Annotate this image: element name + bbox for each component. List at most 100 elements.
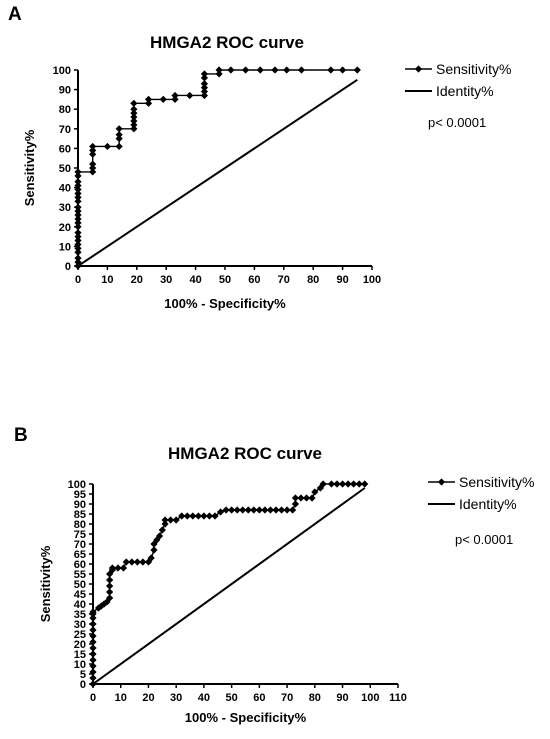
x-tick-label: 40 [189, 274, 201, 286]
sensitivity-point [255, 506, 263, 514]
y-tick-label: 40 [74, 599, 86, 611]
sensitivity-point [200, 512, 208, 520]
sensitivity-point [319, 480, 327, 488]
x-axis-label: 100% - Specificity% [164, 296, 286, 311]
y-tick-label: 100 [53, 65, 71, 77]
sensitivity-point [194, 512, 202, 520]
sensitivity-point [161, 520, 169, 528]
sensitivity-point [291, 494, 300, 502]
y-tick-label: 60 [59, 143, 71, 155]
sensitivity-point [74, 197, 82, 205]
sensitivity-point [211, 512, 219, 520]
sensitivity-point [74, 244, 82, 252]
y-tick-label: 90 [74, 499, 86, 511]
sensitivity-point [122, 558, 130, 566]
x-tick-label: 40 [198, 692, 210, 704]
sensitivity-point [239, 506, 247, 514]
legend-sensitivity-marker [414, 65, 423, 73]
sensitivity-point [327, 480, 336, 488]
y-tick-label: 0 [65, 261, 71, 273]
sensitivity-point [74, 229, 82, 237]
p-value-annotation: p< 0.0001 [455, 532, 513, 547]
sensitivity-point [74, 215, 82, 223]
sensitivity-point [159, 95, 167, 103]
sensitivity-point [205, 512, 214, 520]
chart-title: HMGA2 ROC curve [168, 444, 322, 463]
sensitivity-point [108, 564, 117, 572]
sensitivity-point [158, 526, 166, 534]
sensitivity-point [144, 95, 153, 103]
sensitivity-point [261, 506, 269, 514]
y-tick-label: 35 [74, 609, 86, 621]
x-tick-label: 100 [361, 692, 379, 704]
sensitivity-point [89, 146, 97, 154]
sensitivity-point [200, 74, 209, 82]
identity-line [77, 78, 358, 267]
sensitivity-point [311, 488, 319, 496]
sensitivity-point [256, 66, 264, 74]
sensitivity-point [89, 662, 97, 670]
sensitivity-point [74, 219, 82, 227]
x-tick-label: 50 [226, 692, 238, 704]
sensitivity-point [89, 150, 97, 158]
sensitivity-point [74, 211, 82, 219]
x-tick-label: 70 [281, 692, 293, 704]
sensitivity-point [128, 558, 136, 566]
sensitivity-point [74, 178, 82, 186]
sensitivity-point [338, 480, 347, 488]
sensitivity-point [283, 66, 291, 74]
sensitivity-point [228, 506, 236, 514]
x-tick-label: 60 [253, 692, 265, 704]
x-tick-label: 100 [363, 274, 381, 286]
sensitivity-point [171, 95, 179, 103]
sensitivity-point [333, 480, 341, 488]
sensitivity-point [130, 113, 138, 121]
sensitivity-point [266, 506, 275, 514]
x-tick-label: 10 [115, 692, 127, 704]
x-tick-label: 110 [389, 692, 407, 704]
x-tick-label: 70 [278, 274, 290, 286]
sensitivity-point [200, 84, 209, 92]
sensitivity-point [89, 668, 97, 676]
sensitivity-point [89, 656, 97, 664]
sensitivity-point [200, 70, 209, 78]
y-tick-label: 55 [74, 569, 86, 581]
panel-label-a: A [8, 4, 22, 25]
sensitivity-point [89, 644, 97, 652]
y-tick-label: 10 [59, 241, 71, 253]
sensitivity-point [222, 506, 230, 514]
sensitivity-point [74, 185, 82, 194]
sensitivity-point [241, 66, 250, 74]
identity-line [92, 487, 366, 685]
x-tick-label: 90 [336, 274, 348, 286]
sensitivity-point [130, 105, 138, 113]
sensitivity-point [215, 70, 223, 78]
sensitivity-point [183, 512, 191, 520]
y-tick-label: 90 [59, 85, 71, 97]
sensitivity-point [74, 233, 82, 241]
sensitivity-point [89, 626, 97, 634]
sensitivity-point [302, 494, 311, 502]
sensitivity-point [277, 506, 286, 514]
y-tick-label: 40 [59, 183, 71, 195]
x-tick-label: 20 [142, 692, 154, 704]
y-tick-label: 50 [59, 163, 71, 175]
sensitivity-point [89, 638, 97, 646]
chart-title: HMGA2 ROC curve [150, 33, 304, 52]
sensitivity-point [327, 66, 335, 74]
sensitivity-point [115, 131, 123, 139]
y-tick-label: 70 [74, 539, 86, 551]
y-tick-label: 30 [74, 619, 86, 631]
sensitivity-point [94, 604, 103, 612]
y-tick-label: 30 [59, 202, 71, 214]
y-tick-label: 95 [74, 489, 86, 501]
sensitivity-point [167, 516, 175, 524]
sensitivity-point [344, 480, 352, 488]
y-tick-label: 85 [74, 509, 86, 521]
sensitivity-point [271, 66, 279, 74]
y-tick-label: 5 [80, 669, 86, 681]
x-tick-label: 90 [336, 692, 348, 704]
sensitivity-point [353, 66, 361, 74]
sensitivity-point [74, 223, 82, 231]
y-tick-label: 10 [74, 659, 86, 671]
